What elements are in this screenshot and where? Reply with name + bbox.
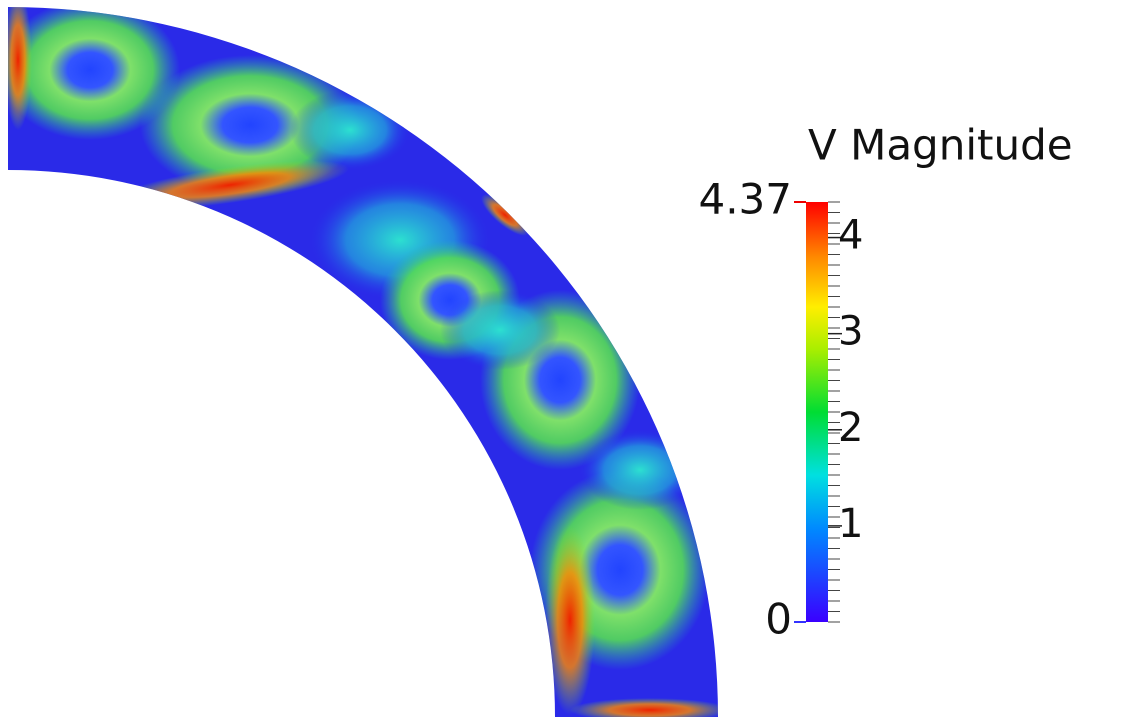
tick-label: 3 [838,309,863,355]
tick-label: 1 [838,501,863,547]
colorbar-title: V Magnitude [808,121,1073,170]
velocity-field [8,7,718,717]
tick-label: 4 [838,213,863,259]
colorbar [806,202,828,622]
range-label: 0 [765,595,792,644]
colorbar-ticks: 0 4.37 1 2 3 4 [698,175,863,644]
tick-label: 2 [838,405,863,451]
range-label: 4.37 [698,175,792,224]
